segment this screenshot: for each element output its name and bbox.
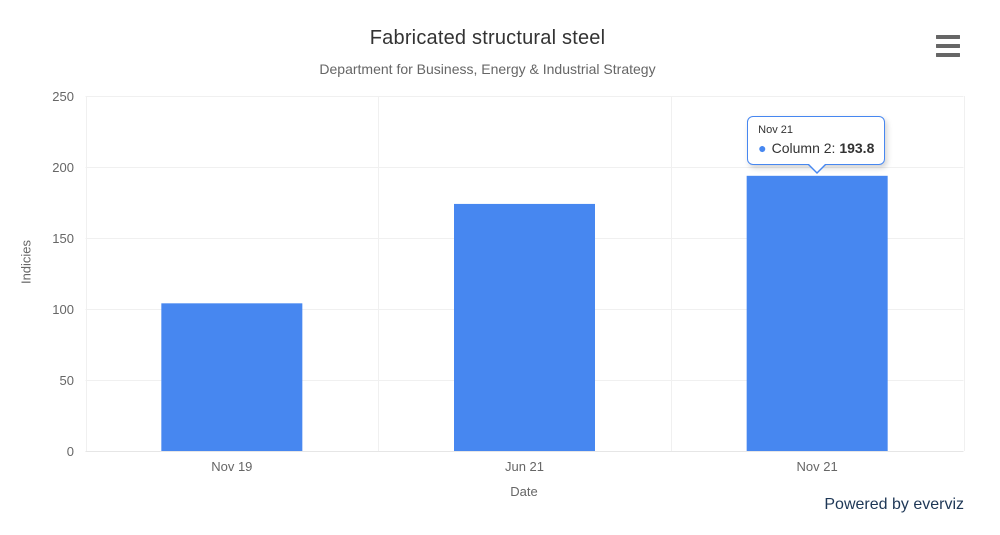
tooltip-series-label: Column 2: 193.8 bbox=[771, 139, 875, 156]
y-tick-label: 0 bbox=[66, 443, 74, 459]
bar-nov-21[interactable] bbox=[746, 175, 888, 451]
x-tick-label: Jun 21 bbox=[504, 459, 545, 474]
bar-jun-21[interactable] bbox=[454, 203, 595, 451]
y-tick-label: 250 bbox=[52, 88, 74, 104]
y-tick-label: 150 bbox=[52, 230, 74, 246]
bar-nov-19[interactable] bbox=[161, 303, 303, 451]
x-tick-label: Nov 21 bbox=[796, 459, 838, 474]
x-axis-title: Date bbox=[510, 484, 538, 499]
context-menu-button[interactable] bbox=[932, 31, 964, 61]
tooltip-category: Nov 21 bbox=[758, 123, 794, 136]
chart-subtitle: Department for Business, Energy & Indust… bbox=[319, 61, 656, 77]
everviz-credit-link[interactable]: Powered by everviz bbox=[824, 496, 964, 513]
tooltip-value: 193.8 bbox=[839, 139, 875, 156]
chart-title: Fabricated structural steel bbox=[369, 27, 606, 49]
y-tick-label: 50 bbox=[59, 372, 74, 388]
hamburger-icon bbox=[936, 53, 960, 57]
series-marker-icon: ● bbox=[758, 139, 767, 156]
y-tick-label: 100 bbox=[52, 301, 74, 317]
hamburger-icon bbox=[936, 35, 960, 39]
x-tick-label: Nov 19 bbox=[211, 459, 253, 474]
y-axis-title: Indicies bbox=[18, 239, 34, 285]
hamburger-icon bbox=[936, 44, 960, 48]
tooltip: Nov 21 ● Column 2: 193.8 bbox=[747, 115, 886, 174]
y-tick-label: 200 bbox=[52, 159, 74, 175]
tooltip-row: ● Column 2: 193.8 bbox=[758, 140, 874, 156]
